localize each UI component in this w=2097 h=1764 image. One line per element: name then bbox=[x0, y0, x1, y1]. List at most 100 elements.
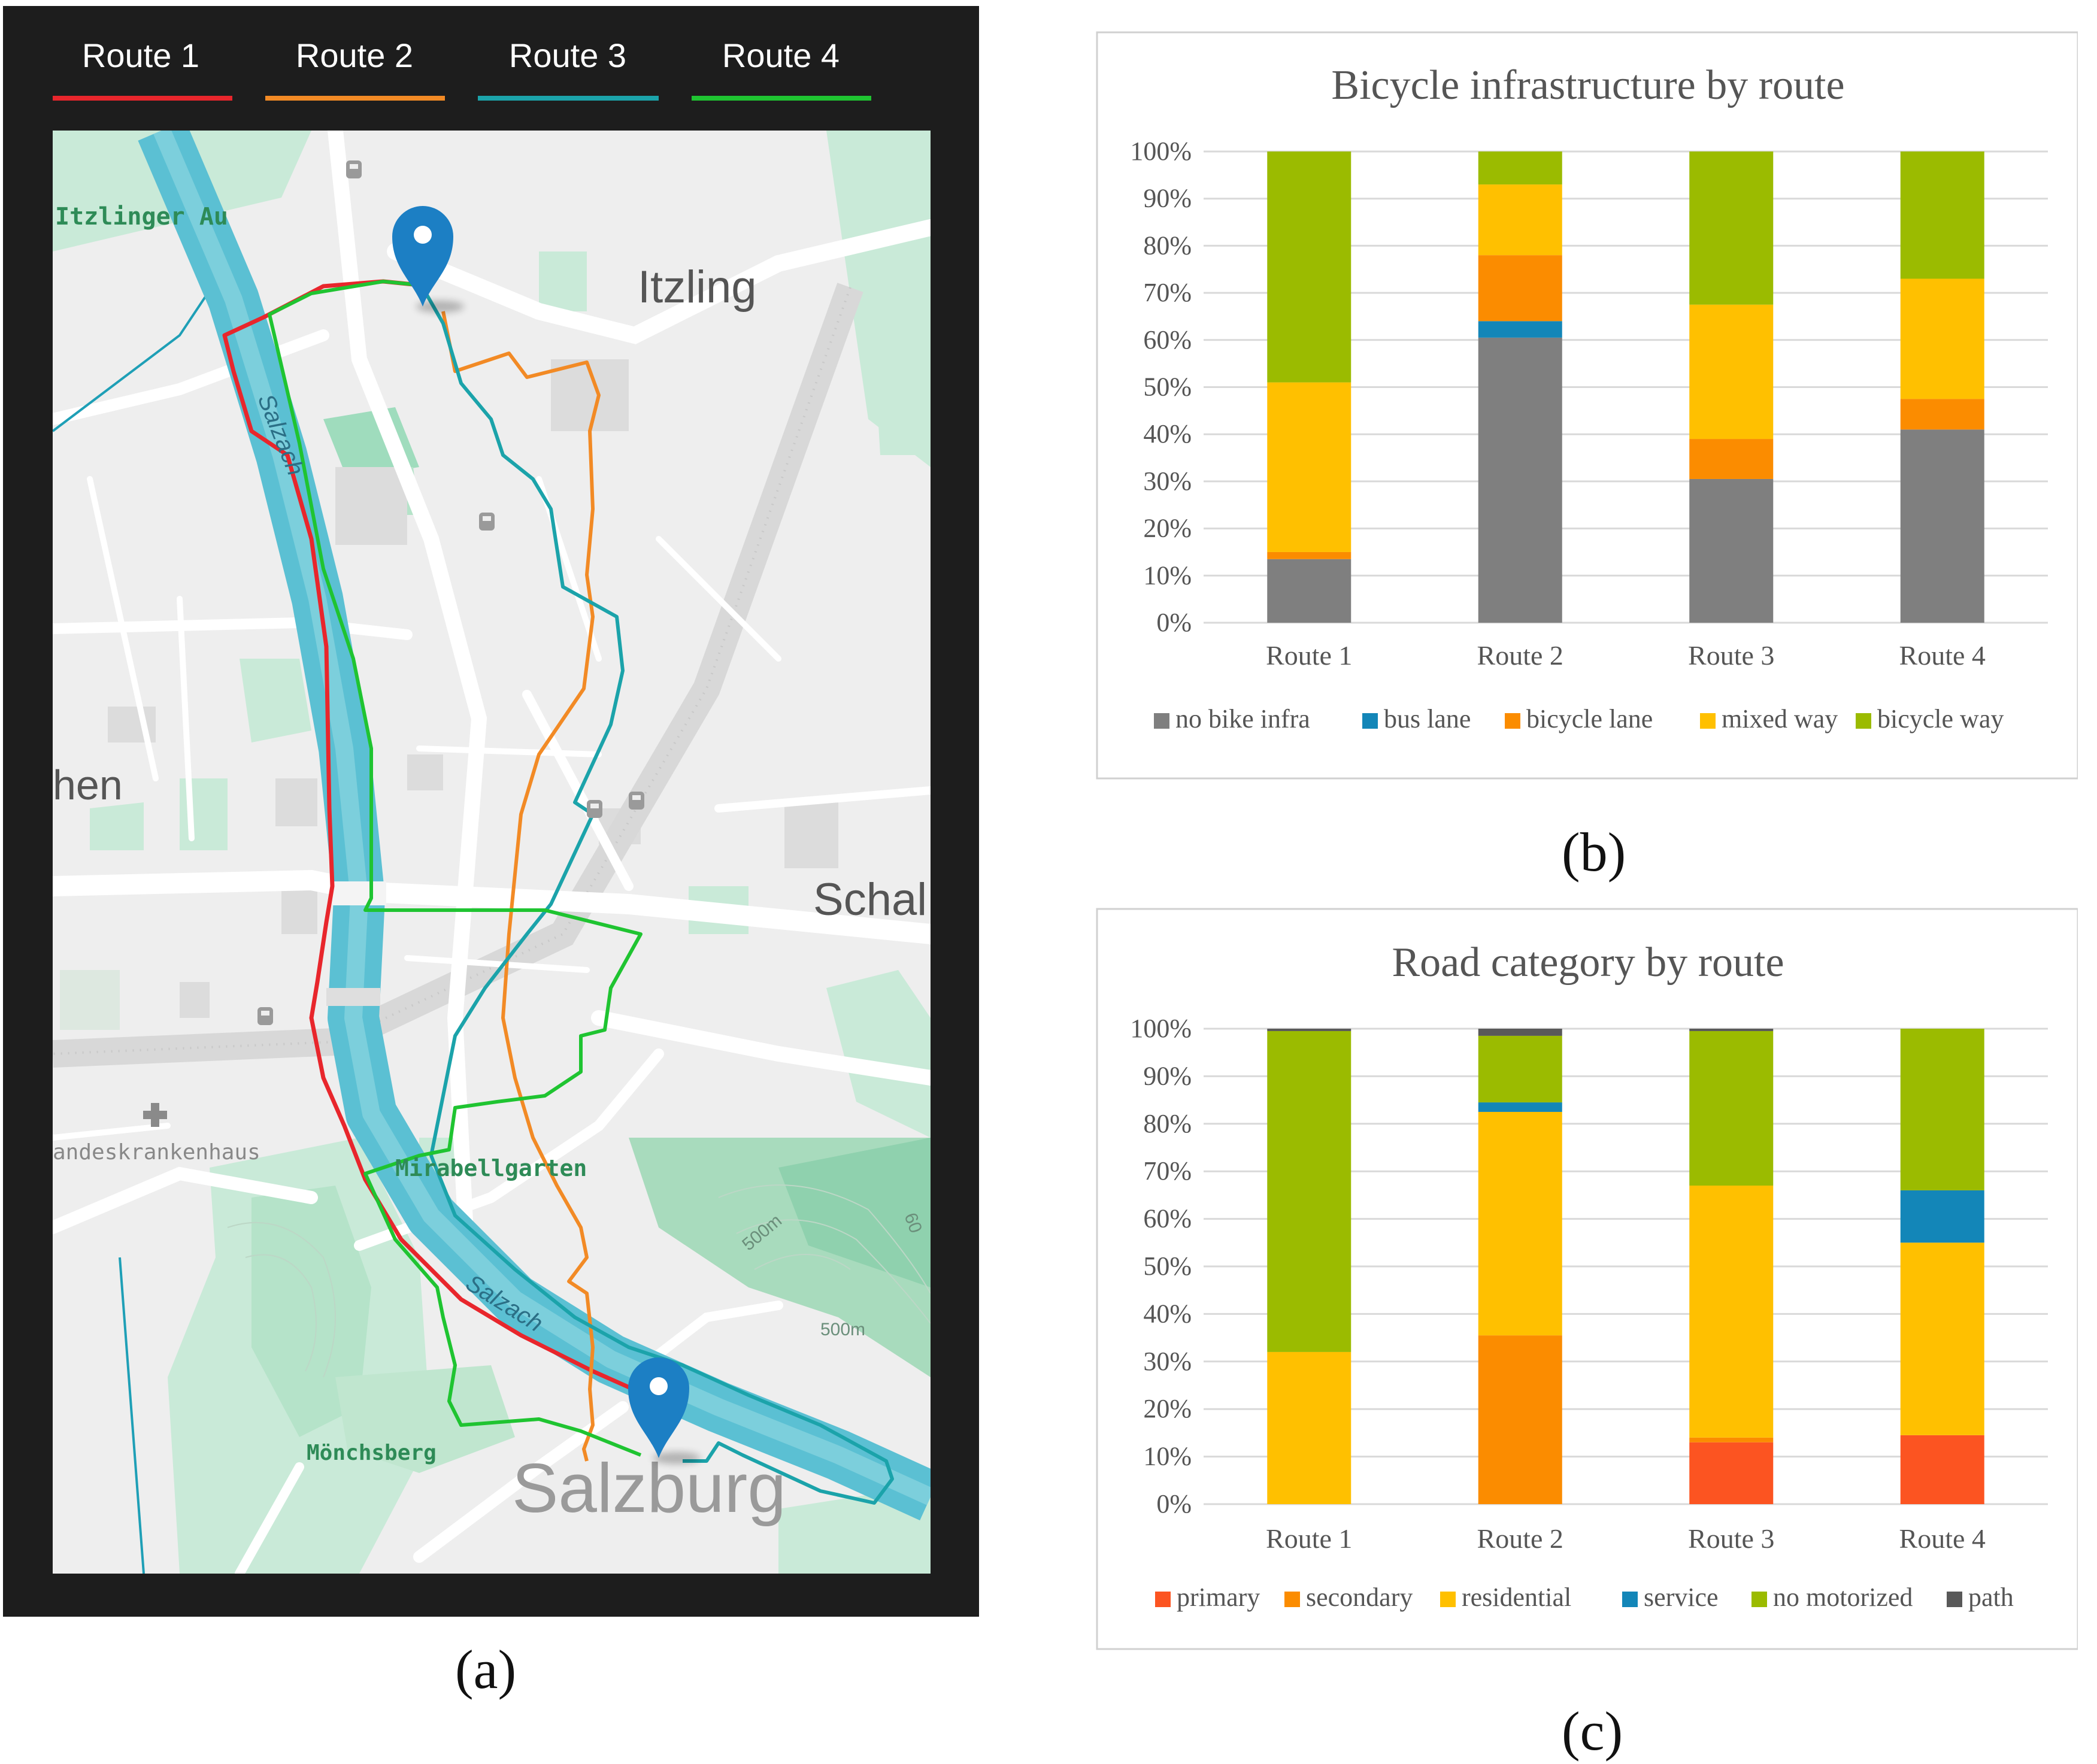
bar-segment-mixed-way bbox=[1478, 184, 1562, 256]
bar-segment-bicycle-lane bbox=[1478, 255, 1562, 322]
chart-title: Road category by route bbox=[1392, 939, 1784, 986]
bar-segment-no-motorized bbox=[1267, 1030, 1351, 1352]
river-highlight bbox=[153, 131, 931, 1505]
bar-segment-residential bbox=[1478, 1111, 1562, 1336]
legend-label: bicycle way bbox=[1877, 704, 2004, 734]
place-label-itzlinger-au: Itzlinger Au bbox=[55, 203, 228, 231]
bar-segment-bicycle-way bbox=[1900, 151, 1984, 279]
bar-segment-path bbox=[1267, 1029, 1351, 1031]
bar-segment-no-motorized bbox=[1900, 1029, 1984, 1190]
y-tick-label: 100% bbox=[1130, 137, 1192, 166]
legend-item: bicycle lane bbox=[1505, 704, 1653, 734]
park-areas bbox=[53, 131, 931, 1574]
legend-swatch bbox=[1622, 1592, 1638, 1607]
legend-swatch bbox=[1440, 1592, 1456, 1607]
legend-label: no bike infra bbox=[1175, 704, 1310, 734]
tab-route-1[interactable]: Route 1 bbox=[53, 37, 232, 101]
y-tick-label: 80% bbox=[1143, 231, 1192, 260]
y-tick-label: 70% bbox=[1143, 1156, 1192, 1186]
y-tick-label: 50% bbox=[1143, 1251, 1192, 1281]
bar-segment-secondary bbox=[1689, 1437, 1774, 1442]
y-tick-label: 70% bbox=[1143, 278, 1192, 307]
y-tick-label: 0% bbox=[1156, 1489, 1192, 1519]
place-label-landeskrankenhaus: andeskrankenhaus bbox=[53, 1140, 260, 1165]
bar-segment-bicycle-lane bbox=[1267, 551, 1351, 559]
legend-item: mixed way bbox=[1700, 704, 1838, 734]
chart-title: Bicycle infrastructure by route bbox=[1331, 62, 1844, 108]
bar-segment-mixed-way bbox=[1900, 278, 1984, 399]
panel-label-a: (a) bbox=[455, 1639, 517, 1700]
bar-segment-bicycle-way bbox=[1478, 151, 1562, 185]
legend-label: mixed way bbox=[1722, 704, 1838, 734]
tab-route-2-underline bbox=[265, 96, 445, 101]
bar-segment-bicycle-way bbox=[1267, 151, 1351, 383]
legend-swatch bbox=[1700, 713, 1716, 729]
bar-segment-no-bike-infra bbox=[1900, 429, 1984, 623]
bar-segment-primary bbox=[1689, 1442, 1774, 1504]
route-2-path[interactable] bbox=[441, 311, 601, 1462]
y-tick-label: 80% bbox=[1143, 1109, 1192, 1138]
tram-stop-icon bbox=[346, 160, 362, 178]
hospital-cross-icon bbox=[143, 1103, 167, 1127]
elevation-label: 500m bbox=[820, 1320, 865, 1339]
bar-segment-mixed-way bbox=[1267, 382, 1351, 552]
tram-stop-icon bbox=[257, 1007, 273, 1025]
y-tick-label: 20% bbox=[1143, 1394, 1192, 1423]
destination-pin-icon[interactable] bbox=[628, 1357, 701, 1464]
y-tick-label: 90% bbox=[1143, 184, 1192, 213]
legend-item: bus lane bbox=[1362, 704, 1471, 734]
route-tabs: Route 1 Route 2 Route 3 Route 4 bbox=[53, 37, 871, 101]
place-label-salzburg: Salzburg bbox=[512, 1449, 786, 1527]
tab-route-4-label: Route 4 bbox=[722, 37, 840, 74]
tab-route-2[interactable]: Route 2 bbox=[265, 37, 445, 101]
legend-label: bus lane bbox=[1384, 704, 1471, 734]
x-tick-label: Route 3 bbox=[1688, 1523, 1774, 1554]
tab-route-4[interactable]: Route 4 bbox=[692, 37, 871, 101]
y-tick-label: 60% bbox=[1143, 1204, 1192, 1233]
tab-route-3[interactable]: Route 3 bbox=[478, 37, 659, 101]
y-tick-label: 0% bbox=[1156, 608, 1192, 637]
tab-route-4-underline bbox=[692, 96, 871, 101]
legend-label: bicycle lane bbox=[1526, 704, 1653, 734]
legend-item: service bbox=[1622, 1583, 1719, 1612]
bar-segment-secondary bbox=[1478, 1335, 1562, 1504]
place-label-moenchsberg: Mönchsberg bbox=[307, 1441, 437, 1465]
legend-label: service bbox=[1644, 1583, 1719, 1612]
panel-label-c: (c) bbox=[1562, 1701, 1623, 1762]
tab-route-2-label: Route 2 bbox=[296, 37, 413, 74]
legend-swatch bbox=[1155, 1592, 1171, 1607]
bar-segment-bus-lane bbox=[1478, 321, 1562, 338]
tab-route-3-underline bbox=[478, 96, 659, 101]
legend-swatch bbox=[1505, 713, 1520, 729]
tram-stop-icon bbox=[479, 513, 495, 531]
legend-label: primary bbox=[1177, 1583, 1260, 1612]
bar-segment-residential bbox=[1267, 1351, 1351, 1504]
route-1-path[interactable] bbox=[222, 279, 678, 1416]
bar-segment-residential bbox=[1689, 1186, 1774, 1438]
legend-label: secondary bbox=[1306, 1583, 1413, 1612]
bar-segment-no-motorized bbox=[1689, 1030, 1774, 1186]
start-pin-icon[interactable] bbox=[392, 206, 464, 313]
route-3-path[interactable] bbox=[417, 280, 894, 1505]
contour-lines bbox=[227, 1184, 931, 1378]
y-tick-label: 30% bbox=[1143, 1347, 1192, 1376]
y-tick-label: 90% bbox=[1143, 1061, 1192, 1090]
bridge bbox=[332, 881, 386, 905]
legend-swatch bbox=[1284, 1592, 1300, 1607]
chart-bicycle-infrastructure: Bicycle infrastructure by route 0% 10% 20%… bbox=[1096, 31, 2078, 780]
x-tick-label: Route 1 bbox=[1266, 640, 1352, 671]
x-tick-label: Route 4 bbox=[1899, 1523, 1986, 1554]
x-tick-label: Route 3 bbox=[1688, 640, 1774, 671]
panel-label-b: (b) bbox=[1562, 822, 1626, 883]
bar-segment-service bbox=[1478, 1102, 1562, 1112]
legend-swatch bbox=[1751, 1592, 1767, 1607]
x-tick-label: Route 2 bbox=[1477, 1523, 1563, 1554]
place-label-hen: hen bbox=[53, 762, 123, 808]
route-4-path[interactable] bbox=[268, 280, 643, 1457]
y-tick-label: 100% bbox=[1130, 1014, 1192, 1043]
map-canvas[interactable]: Itzlinger Au Itzling hen Schal andeskran… bbox=[53, 131, 931, 1574]
legend-item: secondary bbox=[1284, 1583, 1413, 1612]
legend-label: path bbox=[1968, 1583, 2014, 1612]
tram-stop-icon bbox=[629, 792, 644, 810]
